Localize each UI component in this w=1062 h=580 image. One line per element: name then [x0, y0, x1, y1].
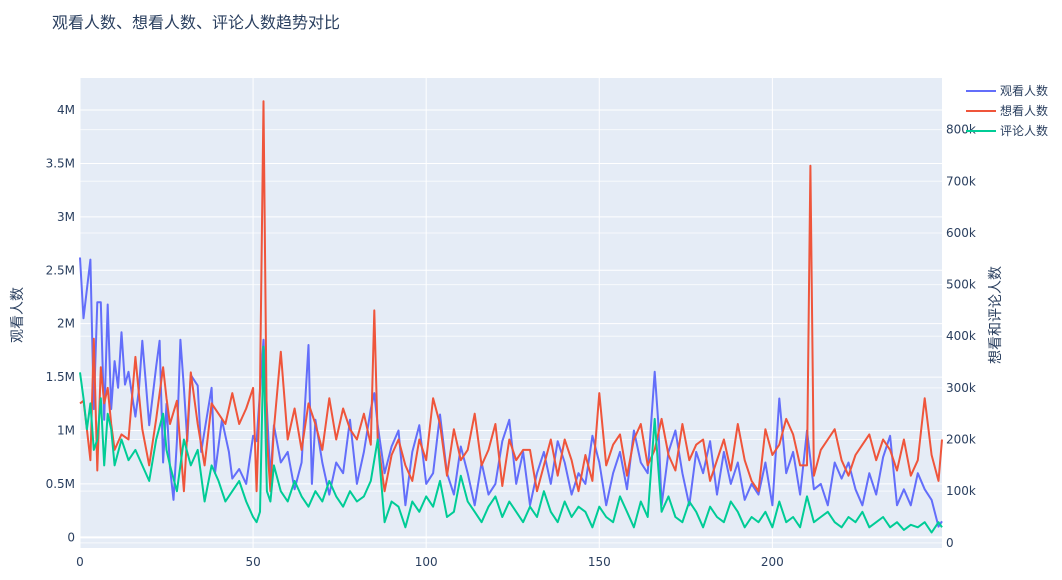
y2-tick-label: 400k	[946, 329, 976, 343]
y-tick-label: 3M	[57, 210, 75, 224]
y-tick-label: 1.5M	[46, 370, 75, 384]
y-tick-label: 2M	[57, 317, 75, 331]
legend-item-comment[interactable]: 评论人数	[966, 123, 1048, 138]
y2-axis-title: 想看和评论人数	[988, 266, 1004, 364]
y2-tick-label: 500k	[946, 278, 976, 292]
y2-tick-label: 200k	[946, 433, 976, 447]
x-tick-label: 0	[76, 555, 84, 569]
y-tick-label: 1M	[57, 424, 75, 438]
y-tick-label: 4M	[57, 103, 75, 117]
y2-tick-label: 700k	[946, 174, 976, 188]
x-tick-label: 150	[588, 555, 611, 569]
y-tick-label: 0	[67, 530, 75, 544]
legend-item-watch[interactable]: 观看人数	[966, 83, 1048, 98]
x-tick-label: 100	[415, 555, 438, 569]
y2-tick-label: 600k	[946, 226, 976, 240]
x-tick-label: 50	[245, 555, 260, 569]
series-line-watch	[79, 257, 943, 528]
legend-label-watch: 观看人数	[1000, 83, 1048, 98]
y2-tick-label: 800k	[946, 123, 976, 137]
plot-background	[80, 78, 942, 548]
y-tick-label: 3.5M	[46, 156, 75, 170]
y-axis-title: 观看人数	[10, 287, 26, 343]
chart-title: 观看人数、想看人数、评论人数趋势对比	[52, 13, 340, 32]
series-line-want	[79, 100, 943, 493]
y-tick-label: 0.5M	[46, 477, 75, 491]
legend-label-comment: 评论人数	[1000, 123, 1048, 138]
y-tick-label: 2.5M	[46, 263, 75, 277]
legend-label-want: 想看人数	[1000, 103, 1048, 118]
legend-item-want[interactable]: 想看人数	[966, 103, 1048, 118]
y2-tick-label: 0	[946, 536, 954, 550]
y2-tick-label: 100k	[946, 484, 976, 498]
series-line-comment	[79, 345, 943, 534]
y2-tick-label: 300k	[946, 381, 976, 395]
x-tick-label: 200	[761, 555, 784, 569]
plot-area: 0 50 100 150 200 0 0.5M 1M 1.5M 2M 2.5M 3M 3.5M 4M 0 10…	[46, 78, 976, 569]
